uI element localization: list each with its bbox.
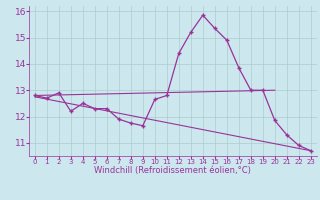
X-axis label: Windchill (Refroidissement éolien,°C): Windchill (Refroidissement éolien,°C): [94, 166, 251, 175]
